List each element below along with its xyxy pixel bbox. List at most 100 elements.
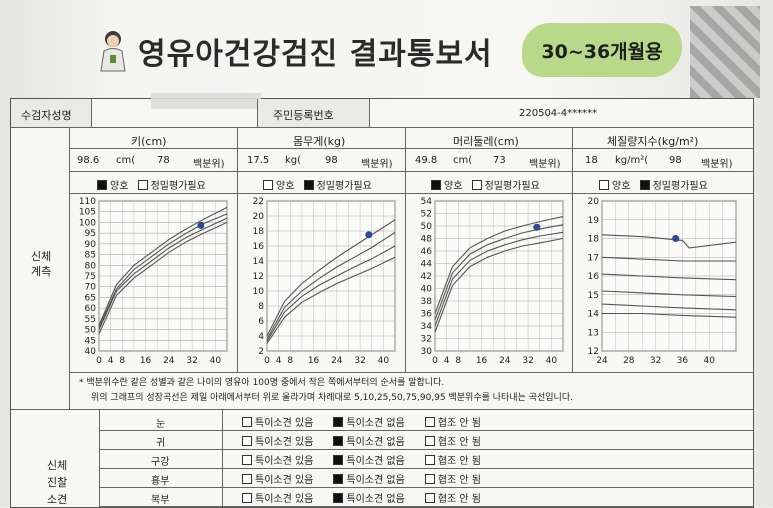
exam-option[interactable]: 특이소견 없음	[333, 490, 405, 505]
exam-option-checkbox[interactable]	[333, 492, 344, 503]
exam-option-label: 협조 안 됨	[437, 417, 481, 429]
y-tick-label: 100	[79, 218, 96, 228]
bmi-growth-chart: 12 13 14 15 16 17 18 19 20 24 28 32 36 40	[574, 195, 744, 365]
exam-option[interactable]: 협조 안 됨	[424, 414, 481, 429]
y-tick-label: 14	[588, 310, 600, 320]
exam-option[interactable]: 특이소견 있음	[242, 452, 313, 467]
height-title: 키(cm)	[131, 135, 167, 148]
note-percentile: * 백분위수란 같은 성별과 같은 나이의 영유아 100명 중에서 작은 쪽에…	[79, 378, 445, 388]
exam-option[interactable]: 특이소견 없음	[333, 414, 405, 429]
percentile-curve	[98, 206, 228, 326]
result-form: 수검자성명 주민등록번호 220504-4****** 신체 계측 키(cm) …	[10, 93, 754, 508]
weight-value: 17.5	[247, 155, 270, 166]
y-tick-label: 40	[421, 285, 433, 295]
y-tick-label: 6	[258, 317, 264, 327]
exam-option-checkbox[interactable]	[333, 416, 344, 427]
weight-normal-checkbox[interactable]	[263, 180, 273, 190]
y-tick-label: 40	[85, 347, 97, 357]
exam-row-label: 복부	[151, 495, 170, 506]
percentile-curve	[601, 273, 737, 281]
exam-option[interactable]: 특이소견 있음	[242, 471, 313, 486]
weight-growth-chart: 2 4 6 8 10 12 14 16 18 20 22 0 4 8 16 24 32 40	[239, 195, 403, 365]
x-tick-label: 4	[276, 356, 282, 365]
x-tick-label: 32	[650, 356, 661, 365]
exam-option[interactable]: 협조 안 됨	[424, 433, 481, 448]
exam-option[interactable]: 협조 안 됨	[424, 452, 481, 467]
exam-option-checkbox[interactable]	[242, 454, 252, 465]
percentile-curve	[266, 245, 396, 342]
y-tick-label: 15	[588, 291, 599, 301]
redacted-area	[690, 6, 760, 98]
x-tick-label: 32	[522, 356, 533, 365]
exam-option[interactable]: 특이소견 있음	[242, 414, 313, 429]
y-tick-label: 54	[421, 197, 433, 207]
exam-option-checkbox[interactable]	[424, 454, 435, 465]
exam-option-checkbox[interactable]	[333, 473, 344, 484]
percentile-curve	[434, 237, 564, 333]
exam-option-checkbox[interactable]	[242, 435, 252, 446]
x-tick-label: 16	[308, 356, 320, 365]
x-tick-label: 28	[623, 356, 635, 365]
x-tick-label: 0	[96, 356, 102, 365]
height-normal-checkbox[interactable]	[97, 180, 107, 190]
exam-option-checkbox[interactable]	[424, 492, 435, 503]
bmi-normal-checkbox[interactable]	[599, 180, 609, 190]
x-tick-label: 8	[455, 356, 461, 365]
exam-row-options: 특이소견 있음 특이소견 없음 협조 안 됨	[222, 410, 753, 432]
x-tick-label: 16	[140, 356, 152, 365]
y-tick-label: 75	[85, 272, 96, 282]
weight-review-checkbox[interactable]	[303, 180, 314, 190]
exam-option[interactable]: 특이소견 있음	[242, 490, 313, 505]
height-review-checkbox[interactable]	[137, 180, 148, 190]
bmi-review-checkbox[interactable]	[639, 180, 650, 190]
exam-option-checkbox[interactable]	[424, 416, 435, 427]
x-tick-label: 40	[546, 356, 558, 365]
exam-row-label: 흉부	[151, 476, 170, 487]
head-circ-normal-checkbox[interactable]	[431, 180, 441, 190]
x-tick-label: 32	[354, 356, 365, 365]
y-tick-label: 34	[421, 322, 433, 332]
exam-row-label: 구강	[151, 457, 170, 468]
y-tick-label: 48	[421, 235, 433, 245]
exam-option[interactable]: 특이소견 없음	[333, 471, 405, 486]
head-circ-growth-chart: 30 32 34 36 38 40 42 44 46 48 50 52 54 0 4 8 16 24 32 40	[407, 195, 571, 365]
y-tick-label: 17	[588, 253, 599, 263]
exam-option-checkbox[interactable]	[424, 473, 435, 484]
height-status: 양호 정밀평가필요	[97, 177, 206, 192]
exam-option-checkbox[interactable]	[242, 473, 252, 484]
x-tick-label: 24	[499, 356, 511, 365]
head-circ-review-checkbox[interactable]	[471, 180, 482, 190]
x-tick-label: 16	[476, 356, 488, 365]
exam-option-label: 특이소견 있음	[255, 474, 314, 486]
exam-option[interactable]: 협조 안 됨	[424, 490, 481, 505]
x-tick-label: 24	[331, 356, 343, 365]
exam-option-checkbox[interactable]	[242, 416, 252, 427]
exam-option-checkbox[interactable]	[333, 435, 344, 446]
note-curves: 위의 그래프의 성장곡선은 제일 아래에서부터 위로 올라가며 차례대로 5,1…	[91, 393, 573, 403]
exam-option-checkbox[interactable]	[424, 435, 435, 446]
x-tick-label: 0	[264, 356, 270, 365]
exam-option-label: 특이소견 있음	[255, 455, 314, 467]
exam-option[interactable]: 특이소견 없음	[333, 452, 405, 467]
head-circ-pct-label: 백분위)	[529, 159, 561, 170]
y-tick-label: 14	[253, 257, 265, 267]
exam-option-checkbox[interactable]	[333, 454, 344, 465]
y-tick-label: 16	[588, 272, 600, 282]
height-unit: cm(	[116, 155, 136, 166]
exam-option-checkbox[interactable]	[242, 492, 252, 503]
exam-option-label: 특이소견 없음	[346, 436, 405, 448]
exam-option[interactable]: 협조 안 됨	[424, 471, 481, 486]
y-tick-label: 19	[588, 216, 600, 226]
head-circ-status: 양호 정밀평가필요	[431, 177, 540, 192]
head-circ-pct: 73	[493, 155, 506, 166]
measurement-point	[533, 223, 541, 231]
y-tick-label: 90	[85, 240, 97, 250]
y-tick-label: 85	[85, 251, 96, 261]
height-pct: 78	[157, 155, 170, 166]
exam-option[interactable]: 특이소견 있음	[242, 433, 313, 448]
percentile-curve	[98, 221, 228, 335]
exam-option[interactable]: 특이소견 없음	[333, 433, 405, 448]
exam-row-options: 특이소견 있음 특이소견 없음 협조 안 됨	[222, 429, 753, 451]
doctor-mascot-icon	[100, 31, 126, 72]
y-tick-label: 42	[421, 272, 432, 282]
